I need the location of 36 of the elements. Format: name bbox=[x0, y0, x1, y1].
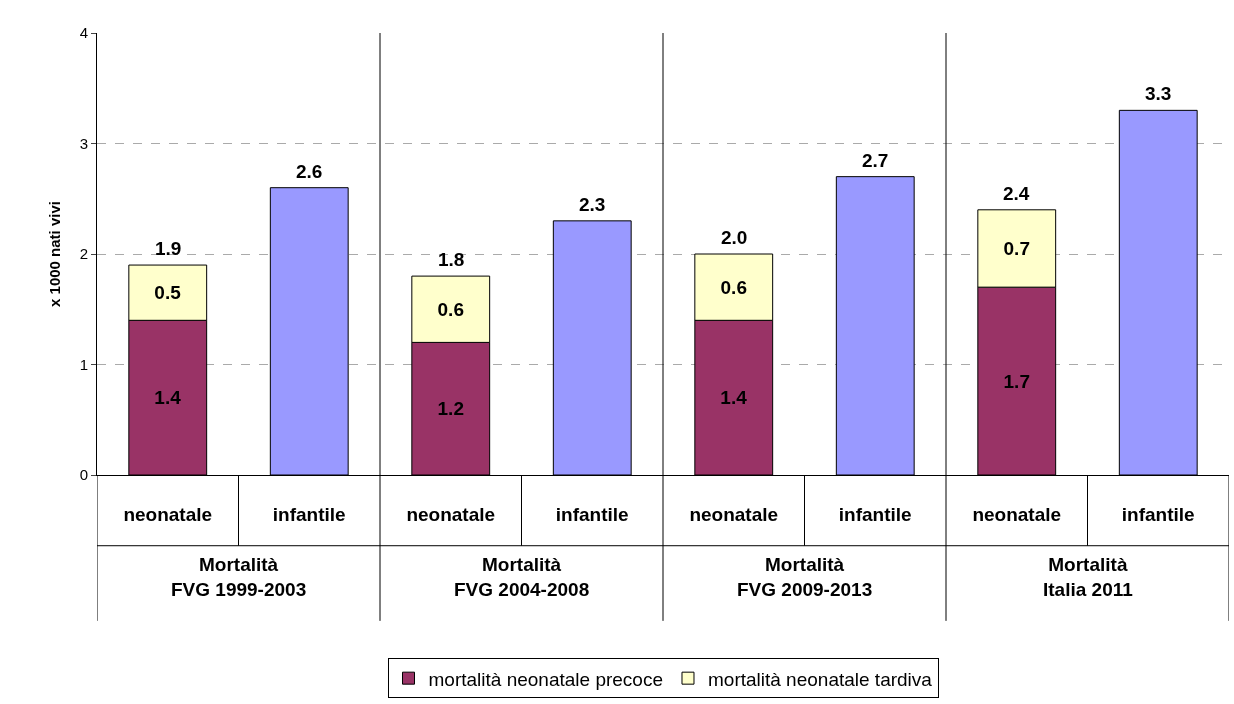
data-label: 1.4 bbox=[720, 387, 748, 409]
x-tick-label: neonatale bbox=[123, 503, 213, 525]
y-axis-title: x 1000 nati vivi bbox=[45, 201, 63, 307]
data-label: 1.7 bbox=[1003, 370, 1030, 392]
y-tick-label: 0 bbox=[79, 466, 88, 484]
data-label: 0.7 bbox=[1003, 237, 1030, 259]
total-label: 2.4 bbox=[1003, 183, 1030, 204]
text: Mortalità FVG 1999-2003 bbox=[171, 554, 307, 600]
data-label: 1.2 bbox=[437, 398, 464, 420]
total-label: 2.7 bbox=[862, 150, 889, 171]
y-tick-label: 2 bbox=[79, 245, 88, 263]
x-tick-label: infantile bbox=[838, 503, 912, 525]
total-label: 2.3 bbox=[579, 194, 606, 215]
x-tick-label: infantile bbox=[555, 503, 629, 525]
x-tick-label: neonatale bbox=[972, 503, 1062, 525]
total-label: 2.6 bbox=[296, 161, 323, 182]
total-label: 1.8 bbox=[438, 249, 465, 270]
data-label: 1.4 bbox=[154, 387, 182, 409]
text: Mortalità Italia 2011 bbox=[1043, 554, 1134, 600]
total-label: 2.0 bbox=[721, 227, 748, 248]
data-label: 0.6 bbox=[437, 298, 464, 320]
text: Mortalità FVG 2009-2013 bbox=[737, 554, 873, 600]
x-tick-label: neonatale bbox=[406, 503, 496, 525]
legend-label: mortalità neonatale precoce bbox=[428, 668, 663, 690]
total-label: 3.3 bbox=[1145, 83, 1172, 104]
x-tick-label: infantile bbox=[272, 503, 346, 525]
y-tick-label: 3 bbox=[79, 134, 88, 152]
text: Mortalità FVG 2004-2008 bbox=[454, 554, 590, 600]
x-tick-label: neonatale bbox=[689, 503, 779, 525]
legend-label: mortalità neonatale tardiva bbox=[707, 668, 933, 690]
x-tick-label: infantile bbox=[1121, 503, 1195, 525]
data-label: 0.5 bbox=[154, 282, 182, 304]
total-label: 1.9 bbox=[155, 238, 182, 259]
y-tick-label: 1 bbox=[79, 355, 88, 373]
data-label: 0.6 bbox=[720, 276, 747, 298]
y-tick-label: 4 bbox=[79, 24, 88, 42]
